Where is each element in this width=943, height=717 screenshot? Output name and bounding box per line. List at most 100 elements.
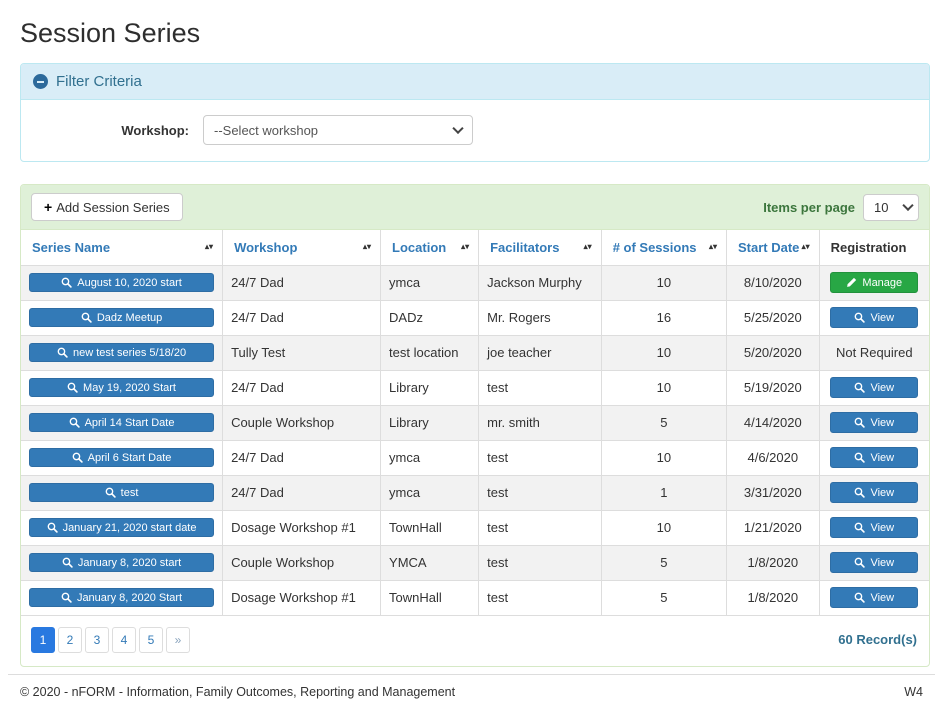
workshop-cell: 24/7 Dad [222, 265, 382, 300]
series-name-button[interactable]: January 21, 2020 start date [29, 518, 215, 537]
column-header-facilitators[interactable]: Facilitators ▴▾ [478, 230, 602, 266]
view-registration-button[interactable]: View [830, 517, 919, 538]
location-cell: TownHall [380, 580, 480, 615]
workshop-cell: 24/7 Dad [222, 300, 382, 335]
column-header-location[interactable]: Location ▴▾ [380, 230, 480, 266]
pagination-next-button[interactable]: » [166, 626, 190, 653]
registration-cell: View [819, 475, 929, 510]
sessions-cell: 5 [601, 545, 727, 580]
workshop-cell: Tully Test [222, 335, 382, 370]
series-name-cell: May 19, 2020 Start [21, 370, 224, 405]
workshop-cell: Dosage Workshop #1 [222, 580, 382, 615]
facilitators-cell: test [478, 475, 602, 510]
manage-registration-button[interactable]: Manage [830, 272, 919, 293]
view-registration-button[interactable]: View [830, 552, 919, 573]
series-name-button[interactable]: August 10, 2020 start [29, 273, 215, 292]
table-row: August 10, 2020 start 24/7 Dad ymca Jackson… [21, 265, 929, 300]
view-registration-button[interactable]: View [830, 447, 919, 468]
pagination-page-1[interactable]: 1 [31, 626, 55, 653]
filter-panel-header[interactable]: Filter Criteria [21, 64, 929, 100]
table-row: new test series 5/18/20 Tully Test test lo… [21, 335, 929, 370]
start-date-cell: 3/31/2020 [726, 475, 820, 510]
search-icon [61, 277, 72, 288]
series-name-cell: April 6 Start Date [21, 440, 224, 475]
column-header-sessions[interactable]: # of Sessions ▴▾ [601, 230, 727, 266]
pagination-page-3[interactable]: 3 [85, 626, 109, 653]
search-icon [61, 592, 72, 603]
series-name-button[interactable]: April 6 Start Date [29, 448, 215, 467]
items-per-page-label: Items per page [763, 199, 855, 215]
search-icon [855, 452, 866, 463]
view-registration-button[interactable]: View [830, 412, 919, 433]
series-name-button[interactable]: April 14 Start Date [29, 413, 215, 432]
series-name-button[interactable]: new test series 5/18/20 [29, 343, 215, 362]
column-header-start-date[interactable]: Start Date ▴▾ [726, 230, 820, 266]
session-series-panel: + Add Session Series Items per page 10 [20, 184, 930, 667]
sort-icon: ▴▾ [205, 242, 214, 252]
column-header-series-name[interactable]: Series Name ▴▾ [21, 230, 224, 266]
registration-cell: View [819, 405, 929, 440]
location-cell: Library [380, 370, 480, 405]
start-date-cell: 4/6/2020 [726, 440, 820, 475]
facilitators-cell: mr. smith [478, 405, 602, 440]
workshop-select[interactable]: --Select workshop [203, 115, 473, 145]
search-icon [855, 522, 866, 533]
facilitators-cell: test [478, 510, 602, 545]
sessions-cell: 1 [601, 475, 727, 510]
start-date-cell: 8/10/2020 [726, 265, 820, 300]
view-registration-button[interactable]: View [830, 307, 919, 328]
column-header-workshop[interactable]: Workshop ▴▾ [222, 230, 382, 266]
registration-cell: View [819, 510, 929, 545]
registration-cell: Not Required [819, 335, 929, 370]
series-name-button[interactable]: January 8, 2020 Start [29, 588, 215, 607]
registration-status-text: Not Required [835, 345, 913, 360]
pagination-page-4[interactable]: 4 [112, 626, 136, 653]
start-date-cell: 5/19/2020 [726, 370, 820, 405]
facilitators-cell: test [478, 370, 602, 405]
search-icon [855, 417, 866, 428]
location-cell: test location [380, 335, 480, 370]
table-header-row: Series Name ▴▾ Workshop ▴▾ Location ▴▾ F… [21, 230, 929, 266]
filter-panel-title: Filter Criteria [56, 73, 142, 90]
add-session-series-button[interactable]: + Add Session Series [31, 193, 183, 221]
collapse-minus-icon[interactable] [33, 74, 48, 89]
start-date-cell: 1/8/2020 [726, 580, 820, 615]
series-name-button[interactable]: Dadz Meetup [29, 308, 215, 327]
view-registration-button[interactable]: View [830, 377, 919, 398]
series-name-button[interactable]: January 8, 2020 start [29, 553, 215, 572]
workshop-cell: Couple Workshop [222, 405, 382, 440]
view-registration-button[interactable]: View [830, 482, 919, 503]
sort-icon: ▴▾ [583, 242, 592, 252]
location-cell: ymca [380, 440, 480, 475]
start-date-cell: 5/25/2020 [726, 300, 820, 335]
sessions-cell: 5 [601, 580, 727, 615]
series-name-cell: Dadz Meetup [21, 300, 224, 335]
search-icon [855, 557, 866, 568]
table-toolbar: + Add Session Series Items per page 10 [21, 185, 929, 230]
pencil-icon [847, 277, 857, 287]
location-cell: ymca [380, 475, 480, 510]
table-footer: 1 2 3 4 5 » 60 Record(s) [21, 616, 929, 666]
series-name-cell: new test series 5/18/20 [21, 335, 224, 370]
series-name-cell: test [21, 475, 224, 510]
pagination-page-2[interactable]: 2 [58, 626, 82, 653]
pagination-page-5[interactable]: 5 [139, 626, 163, 653]
location-cell: ymca [380, 265, 480, 300]
location-cell: Library [380, 405, 480, 440]
search-icon [47, 522, 58, 533]
filter-panel-body: Workshop: --Select workshop [21, 100, 929, 161]
workshop-cell: 24/7 Dad [222, 440, 382, 475]
table-row: May 19, 2020 Start 24/7 Dad Library test 10 5… [21, 370, 929, 405]
table-row: Dadz Meetup 24/7 Dad DADz Mr. Rogers 16 5/25/… [21, 300, 929, 335]
registration-cell: View [819, 545, 929, 580]
view-registration-button[interactable]: View [830, 587, 919, 608]
copyright-text: © 2020 - nFORM - Information, Family Out… [20, 685, 456, 699]
records-count: 60 Record(s) [838, 632, 917, 647]
series-name-button[interactable]: May 19, 2020 Start [29, 378, 215, 397]
search-icon [62, 557, 73, 568]
items-per-page-select[interactable]: 10 [863, 193, 919, 221]
location-cell: TownHall [380, 510, 480, 545]
series-name-button[interactable]: test [29, 483, 215, 502]
facilitators-cell: joe teacher [478, 335, 602, 370]
start-date-cell: 1/8/2020 [726, 545, 820, 580]
